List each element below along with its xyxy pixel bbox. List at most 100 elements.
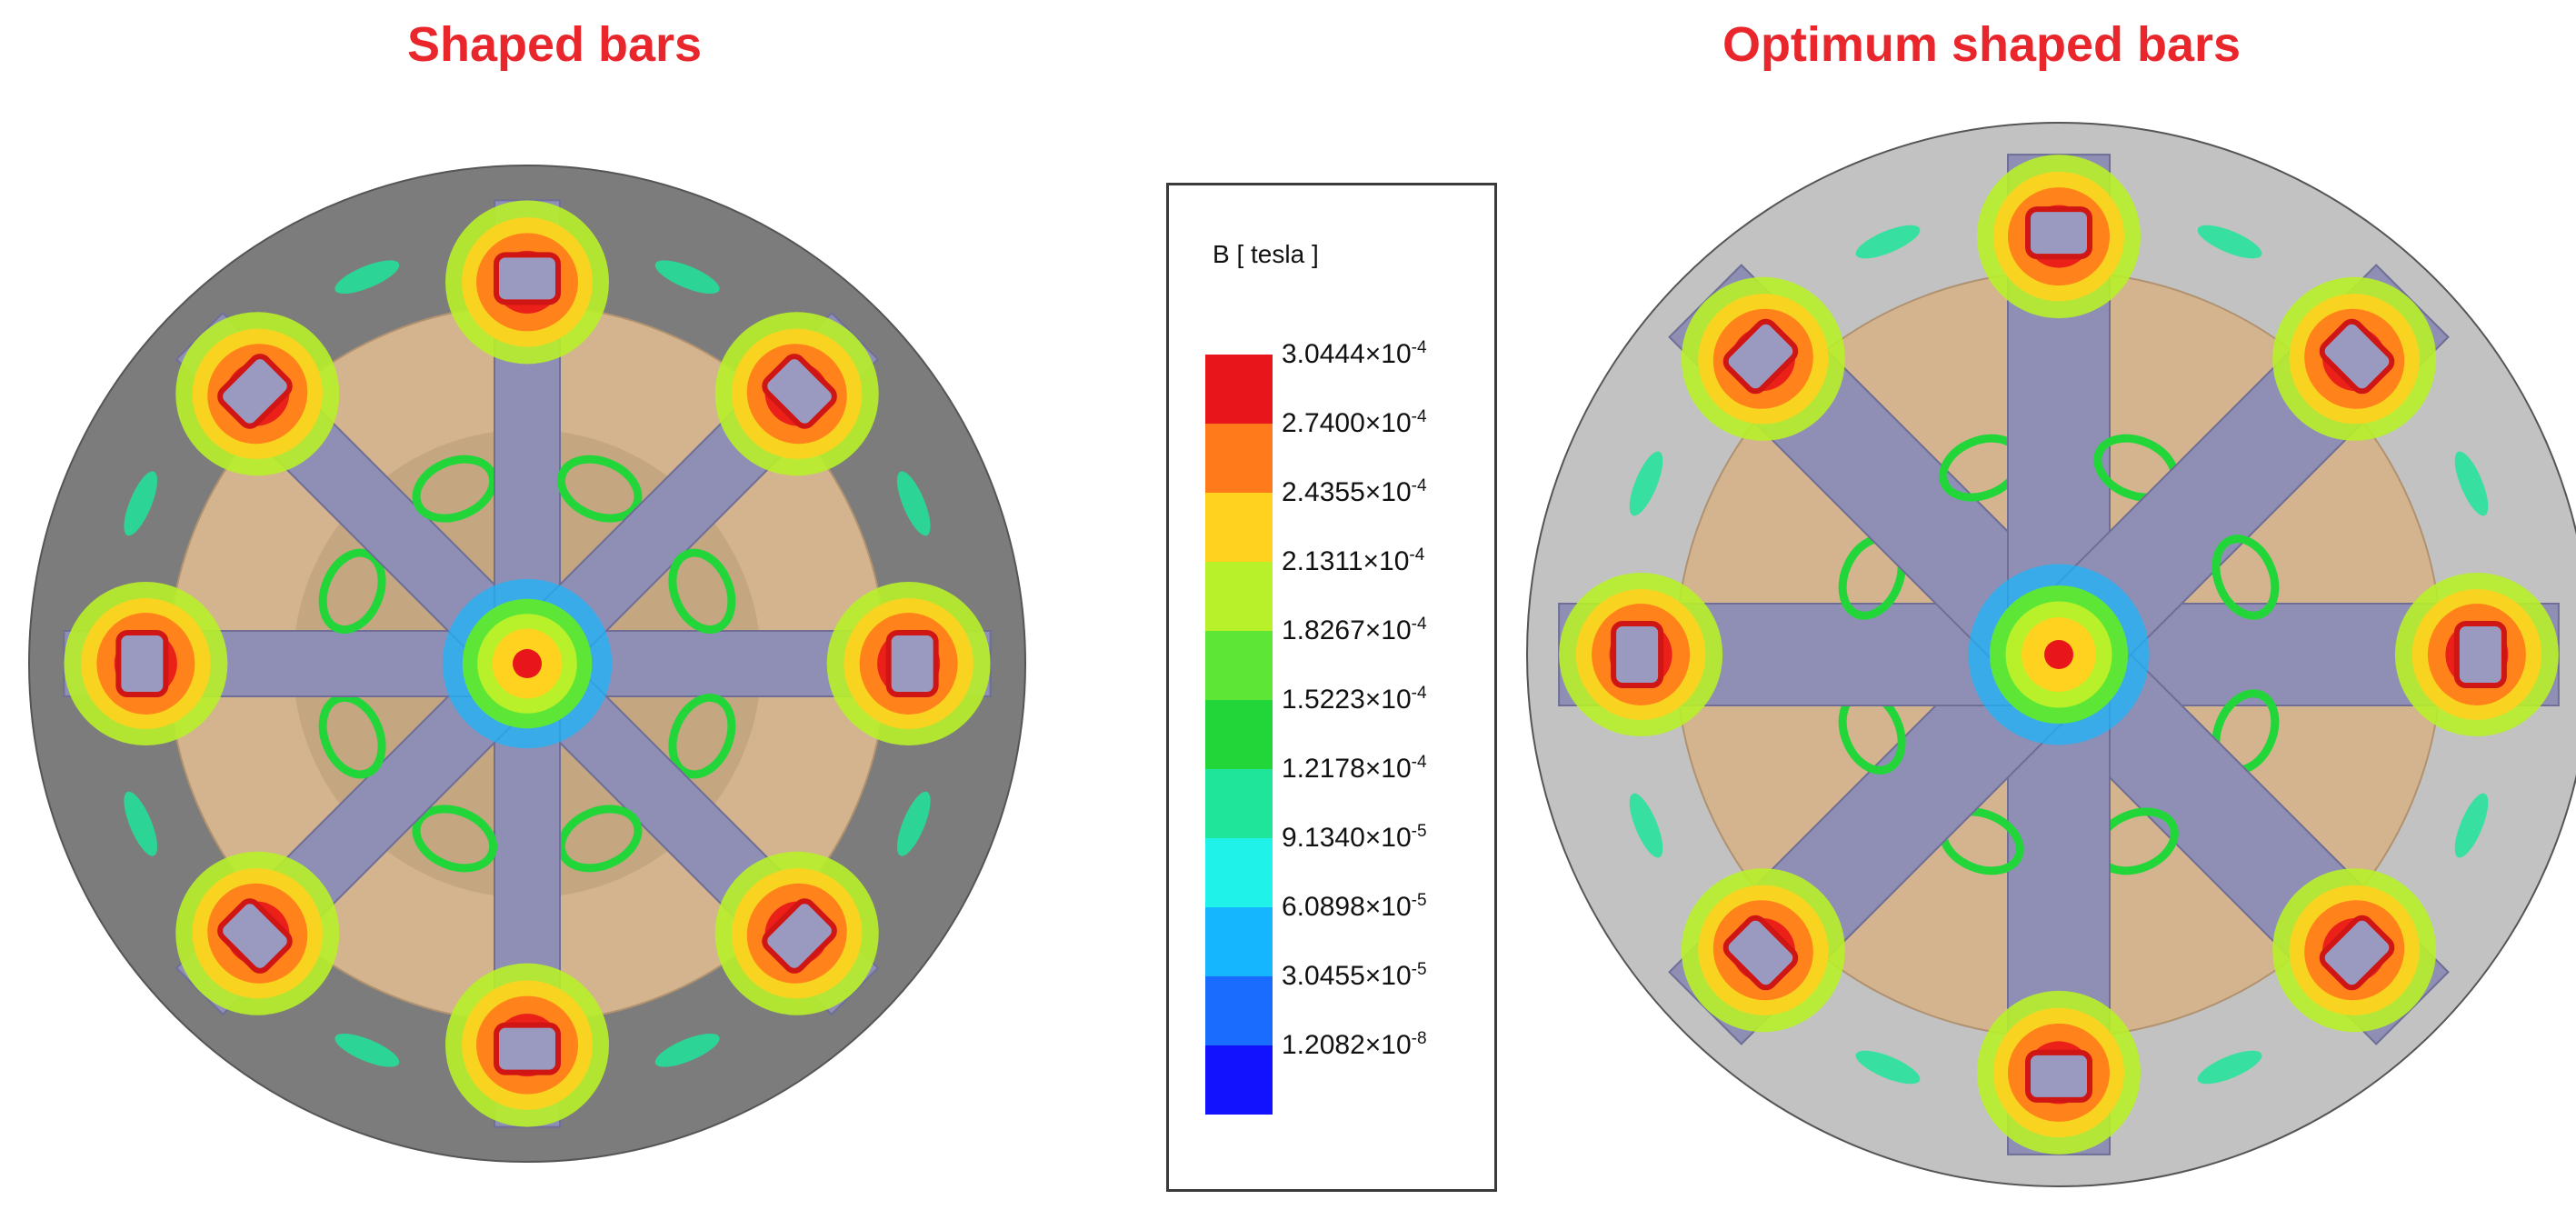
legend-exponent: -8	[1411, 1029, 1427, 1048]
bar-slot	[115, 630, 169, 697]
field-loop	[412, 805, 498, 873]
field-patch	[1855, 1050, 1921, 1085]
legend-mantissa: 9.1340×10	[1282, 823, 1412, 853]
legend-label: 3.0444×10-4	[1282, 338, 1427, 370]
rotor-bar	[503, 639, 880, 1016]
field-patch	[896, 791, 931, 856]
legend-mantissa: 3.0455×10	[1282, 961, 1412, 991]
bar-slot	[762, 354, 837, 429]
legend-mantissa: 2.7400×10	[1282, 408, 1412, 438]
legend-exponent: -4	[1411, 615, 1427, 634]
legend-swatch	[1205, 1045, 1273, 1115]
legend-exponent: -4	[1411, 753, 1427, 772]
title-optimum-shaped-bars: Optimum shaped bars	[1722, 17, 2242, 72]
legend-exponent: -5	[1411, 891, 1427, 910]
legend-swatch	[1205, 562, 1273, 631]
legend-mantissa: 1.8267×10	[1282, 615, 1412, 645]
legend-swatch	[1205, 907, 1273, 976]
legend-label: 1.5223×10-4	[1282, 684, 1427, 715]
legend-label: 2.1311×10-4	[1282, 545, 1424, 577]
bar-slot	[494, 252, 561, 305]
field-patch	[654, 1033, 720, 1067]
rotor-bar	[175, 311, 552, 688]
bar-slot	[1611, 621, 1664, 688]
rotor-bar	[2021, 264, 2450, 693]
legend-mantissa: 2.1311×10	[1282, 546, 1410, 576]
bar-slot	[217, 354, 293, 429]
field-patch	[334, 1033, 400, 1067]
bar-slot	[1722, 915, 1799, 991]
field-loop	[668, 693, 736, 779]
field-patch	[334, 260, 400, 295]
legend-swatch	[1205, 355, 1273, 424]
legend-label: 1.8267×10-4	[1282, 615, 1427, 646]
field-patch	[654, 260, 720, 295]
legend-swatch	[1205, 700, 1273, 769]
rotor-shaped-bars	[28, 165, 1026, 1163]
legend-swatch	[1205, 631, 1273, 700]
rotor-bar	[2021, 616, 2450, 1045]
rotor-bar	[445, 663, 609, 1128]
field-patch	[124, 791, 158, 856]
field-patch	[124, 471, 158, 536]
legend-title: B [ tesla ]	[1213, 240, 1319, 268]
legend-mantissa: 1.2178×10	[1282, 754, 1412, 784]
legend-swatch	[1205, 976, 1273, 1045]
legend-exponent: -4	[1411, 684, 1427, 703]
field-patch	[1855, 225, 1921, 259]
bar-slot	[1722, 318, 1799, 395]
field-patch	[2197, 225, 2262, 259]
field-loop	[318, 548, 386, 635]
legend-exponent: -4	[1411, 476, 1427, 495]
rotor-bar	[445, 199, 609, 665]
legend-mantissa: 3.0444×10	[1282, 339, 1412, 369]
legend-exponent: -5	[1411, 960, 1427, 979]
legend-mantissa: 1.5223×10	[1282, 685, 1412, 715]
color-legend: B [ tesla ] 3.0444×10-4 2.7400×10-4 2.4355…	[1166, 183, 1497, 1192]
rotor-bar	[1668, 616, 2097, 1045]
bar-slot	[494, 1022, 561, 1075]
bar-slot	[217, 898, 293, 974]
bar-slot	[885, 630, 939, 697]
rotor-bar	[175, 639, 552, 1016]
legend-swatch	[1205, 838, 1273, 907]
title-shaped-bars: Shaped bars	[406, 17, 703, 72]
field-patch	[896, 471, 931, 536]
rotor-optimum-shaped-bars	[1526, 122, 2576, 1187]
rotor-bar	[503, 311, 880, 688]
rotor-bar	[1977, 654, 2141, 1155]
field-patch	[2197, 1050, 2262, 1085]
legend-mantissa: 6.0898×10	[1282, 892, 1412, 922]
legend-label: 6.0898×10-5	[1282, 891, 1427, 923]
legend-exponent: -5	[1411, 822, 1427, 841]
field-loop	[412, 455, 498, 523]
field-loop	[556, 805, 643, 873]
legend-label: 2.4355×10-4	[1282, 476, 1427, 508]
rotor-bar	[1668, 264, 2097, 693]
bar-slot	[2319, 318, 2395, 395]
field-patch	[2454, 451, 2489, 516]
hub-center	[2044, 640, 2073, 669]
legend-label: 9.1340×10-5	[1282, 822, 1427, 854]
legend-label: 2.7400×10-4	[1282, 407, 1427, 439]
bar-slot	[2319, 915, 2395, 991]
field-loop	[668, 548, 736, 635]
field-patch	[1629, 793, 1663, 858]
legend-mantissa: 2.4355×10	[1282, 477, 1412, 507]
bar-slot	[2453, 621, 2507, 688]
field-loop	[318, 693, 386, 779]
legend-swatch	[1205, 493, 1273, 562]
field-patch	[1629, 451, 1663, 516]
legend-label: 1.2178×10-4	[1282, 753, 1427, 785]
hub-center	[513, 649, 542, 678]
legend-swatch	[1205, 769, 1273, 838]
legend-mantissa: 1.2082×10	[1282, 1030, 1412, 1060]
field-loop	[556, 455, 643, 523]
bar-slot	[2025, 1049, 2092, 1103]
bar-slot	[2025, 206, 2092, 260]
legend-label: 3.0455×10-5	[1282, 960, 1427, 992]
legend-swatch	[1205, 424, 1273, 493]
legend-exponent: -4	[1411, 407, 1427, 426]
legend-label: 1.2082×10-8	[1282, 1029, 1427, 1061]
